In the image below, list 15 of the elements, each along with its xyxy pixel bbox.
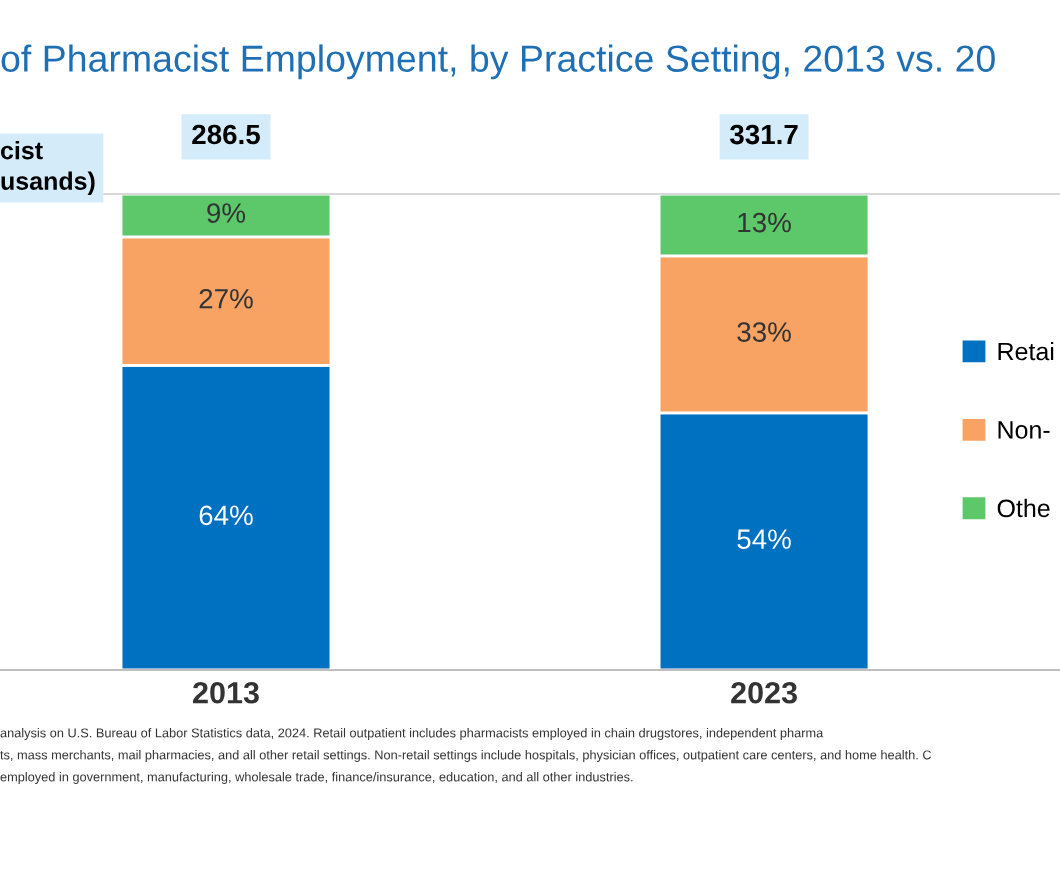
text: 331.7 [729,124,798,145]
x-tick-label: 2013 [193,681,259,704]
chart-title: of Pharmacist Employment, by Practice Setting, 2013 vs. 20 [1,44,995,80]
data-label: 27% [199,288,253,309]
x-tick-label: 2023 [731,681,797,704]
data-label: 9% [207,203,246,223]
data-label: 64% [199,505,253,526]
data-label: 13% [738,212,791,233]
text: 286.5 [192,124,260,145]
legend-label: Othe [997,498,1050,518]
data-label: 33% [737,322,791,342]
legend-label: Non- [998,421,1050,439]
annotation: cist usands) [0,141,95,195]
legend-label: Retai [998,341,1054,361]
data-label: 54% [737,529,791,549]
